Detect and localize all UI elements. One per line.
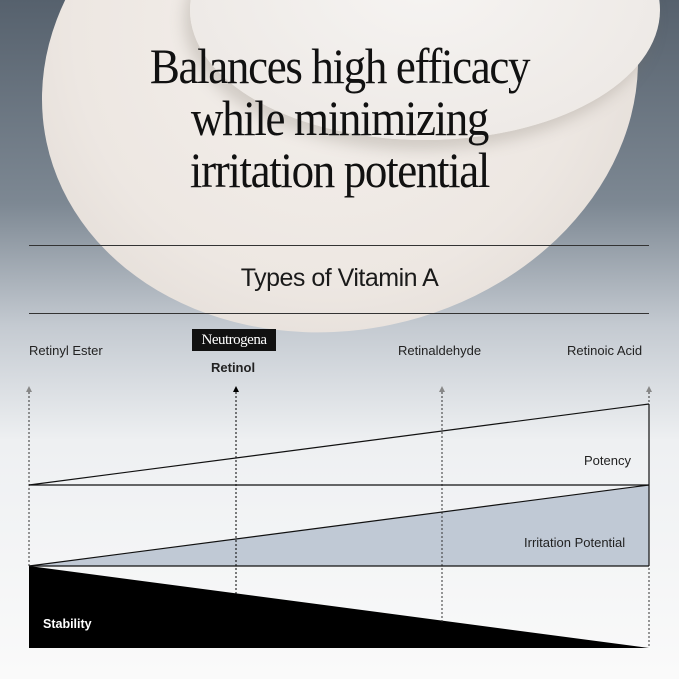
arrow-icon [26,386,32,392]
section-title: Types of Vitamin A [240,264,439,292]
headline-line: while minimizing [190,90,489,146]
band-label-irritation: Irritation Potential [524,535,626,550]
arrow-icon [439,386,445,392]
type-label-retinaldehyde: Retinaldehyde [398,343,482,358]
band-label-stability: Stability [43,617,92,631]
neutrogena-logo: Neutrogena [192,329,276,351]
band-label-potency: Potency [584,453,631,468]
arrow-icon [646,386,652,392]
potency-line [28,403,650,486]
divider [29,313,649,314]
type-label-retinol: Retinol [211,360,256,375]
headline-line: Balances high efficacy [149,38,531,94]
stability-band-fill [29,566,649,648]
type-label-retinoic-acid: Retinoic Acid [567,343,643,358]
type-label-retinyl-ester: Retinyl Ester [29,343,103,358]
headline: Balances high efficacy while minimizing … [0,40,679,196]
headline-line: irritation potential [189,142,491,198]
irritation-line [28,484,650,567]
arrow-icon [233,386,239,392]
divider [29,245,649,246]
